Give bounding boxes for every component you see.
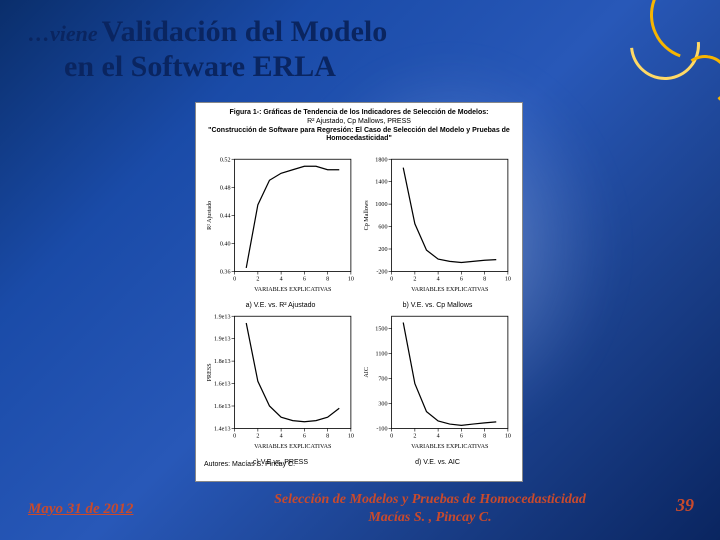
- figure-heading-l2: R² Ajustado, Cp Mallows, PRESS: [204, 118, 514, 127]
- svg-text:1500: 1500: [375, 327, 387, 333]
- svg-text:1100: 1100: [376, 352, 388, 358]
- svg-text:2: 2: [413, 434, 416, 440]
- chart-c: 0 2 4 6 8 10 1.4e13 1.6e13 1.6e13 1.8e13 1.9e13 1.9…: [204, 304, 357, 457]
- svg-text:4: 4: [280, 434, 283, 440]
- svg-text:6: 6: [460, 277, 463, 283]
- title-line-1: Validación del Modelo: [102, 15, 388, 48]
- svg-text:0: 0: [233, 434, 236, 440]
- svg-text:1400: 1400: [375, 180, 387, 186]
- svg-text:0.36: 0.36: [220, 269, 231, 275]
- svg-text:4: 4: [280, 277, 283, 283]
- chart-grid: 0 2 4 6 8 10 0.36 0.40 0.44 0.48 0.52 VARIABLES EXP…: [204, 147, 514, 457]
- svg-text:-100: -100: [376, 426, 387, 432]
- svg-text:8: 8: [483, 277, 486, 283]
- figure-panel: Figura 1-: Gráficas de Tendencia de los …: [195, 102, 523, 482]
- svg-text:6: 6: [303, 277, 306, 283]
- svg-text:600: 600: [378, 225, 387, 231]
- footer-date: Mayo 31 de 2012: [28, 501, 133, 518]
- svg-text:0: 0: [390, 277, 393, 283]
- svg-text:0: 0: [233, 277, 236, 283]
- svg-text:1.6e13: 1.6e13: [214, 404, 230, 410]
- chart-c-caption: c) V.E vs. PRESS: [204, 459, 357, 466]
- figure-heading: Figura 1-: Gráficas de Tendencia de los …: [204, 109, 514, 144]
- svg-text:VARIABLES EXPLICATIVAS: VARIABLES EXPLICATIVAS: [411, 444, 489, 450]
- svg-text:VARIABLES EXPLICATIVAS: VARIABLES EXPLICATIVAS: [254, 287, 332, 293]
- footer-center: Selección de Modelos y Pruebas de Homoce…: [230, 491, 630, 526]
- svg-text:700: 700: [378, 377, 387, 383]
- svg-text:0.44: 0.44: [220, 213, 231, 219]
- svg-text:1.8e13: 1.8e13: [214, 359, 230, 365]
- svg-text:8: 8: [483, 434, 486, 440]
- svg-text:1800: 1800: [375, 157, 387, 163]
- svg-text:4: 4: [437, 434, 440, 440]
- svg-text:6: 6: [460, 434, 463, 440]
- svg-text:10: 10: [505, 277, 511, 283]
- svg-text:PRESS: PRESS: [207, 363, 213, 382]
- svg-text:200: 200: [378, 247, 387, 253]
- svg-text:1.4e13: 1.4e13: [214, 426, 230, 432]
- svg-text:AIC: AIC: [364, 367, 370, 378]
- svg-text:1.9e13: 1.9e13: [214, 314, 230, 320]
- slide-title: …viene Validación del Modelo en el Softw…: [28, 14, 550, 85]
- svg-text:R² Ajustado: R² Ajustado: [206, 201, 213, 230]
- chart-d: 0 2 4 6 8 10 -100 300 700 1100 1500 VARIABLES EXPLI…: [361, 304, 514, 457]
- footer-page-number: 39: [676, 495, 694, 516]
- svg-text:1.9e13: 1.9e13: [214, 337, 230, 343]
- svg-text:10: 10: [348, 434, 354, 440]
- svg-text:1.6e13: 1.6e13: [214, 382, 230, 388]
- chart-b: 0 2 4 6 8 10 -200 200 600 1000 1400 1800 VARIABLES E…: [361, 147, 514, 300]
- svg-text:8: 8: [326, 434, 329, 440]
- chart-a: 0 2 4 6 8 10 0.36 0.40 0.44 0.48 0.52 VARIABLES EXP…: [204, 147, 357, 300]
- svg-text:0.52: 0.52: [220, 157, 231, 163]
- chart-d-caption: d) V.E. vs. AIC: [361, 459, 514, 466]
- svg-text:0: 0: [390, 434, 393, 440]
- svg-text:VARIABLES EXPLICATIVAS: VARIABLES EXPLICATIVAS: [254, 444, 332, 450]
- title-prefix: …viene: [28, 21, 98, 46]
- svg-text:10: 10: [505, 434, 511, 440]
- figure-heading-l4: Homocedasticidad": [204, 135, 514, 144]
- figure-heading-l1: Figura 1-: Gráficas de Tendencia de los …: [204, 109, 514, 118]
- svg-text:2: 2: [256, 434, 259, 440]
- svg-text:4: 4: [437, 277, 440, 283]
- svg-text:2: 2: [256, 277, 259, 283]
- slide: …viene Validación del Modelo en el Softw…: [0, 0, 720, 540]
- svg-text:0.48: 0.48: [220, 185, 231, 191]
- corner-swirl-decoration: [560, 0, 720, 140]
- svg-text:0.40: 0.40: [220, 241, 231, 247]
- svg-text:6: 6: [303, 434, 306, 440]
- svg-text:VARIABLES EXPLICATIVAS: VARIABLES EXPLICATIVAS: [411, 287, 489, 293]
- svg-text:2: 2: [413, 277, 416, 283]
- slide-footer: Mayo 31 de 2012 Selección de Modelos y P…: [0, 482, 720, 530]
- footer-center-l1: Selección de Modelos y Pruebas de Homoce…: [274, 492, 586, 507]
- svg-text:300: 300: [378, 402, 387, 408]
- title-line-2: en el Software ERLA: [64, 50, 336, 83]
- svg-text:-200: -200: [376, 269, 387, 275]
- footer-center-l2: Macías S. , Pincay C.: [368, 510, 491, 525]
- figure-heading-l3: "Construcción de Software para Regresión…: [204, 127, 514, 136]
- svg-text:Cp Mallows: Cp Mallows: [364, 200, 370, 231]
- svg-text:8: 8: [326, 277, 329, 283]
- svg-text:10: 10: [348, 277, 354, 283]
- svg-text:1000: 1000: [375, 202, 387, 208]
